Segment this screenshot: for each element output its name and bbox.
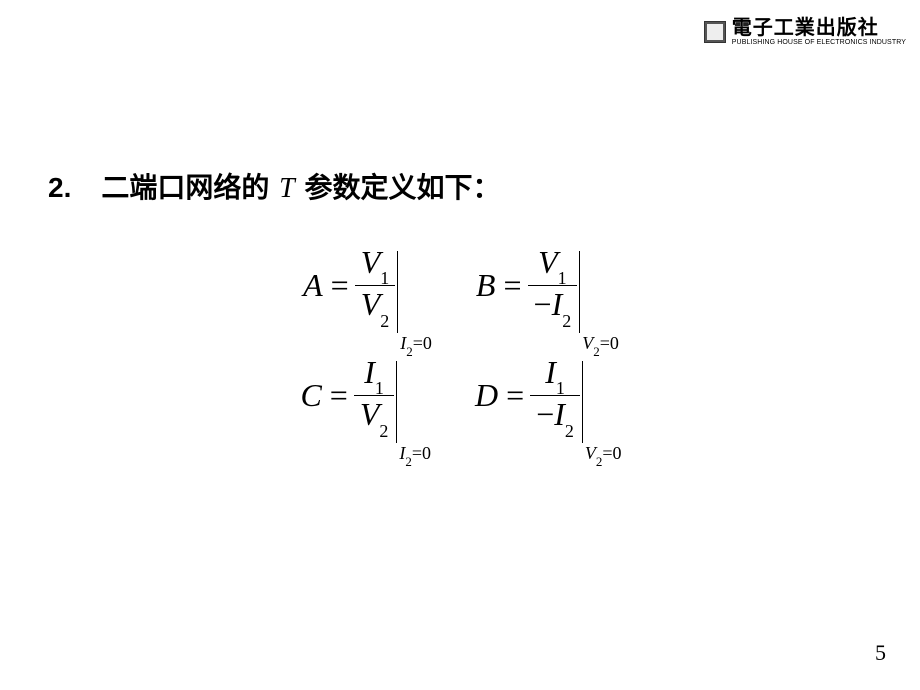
denominator-B: −I2 bbox=[528, 286, 578, 327]
eval-bar-icon bbox=[582, 361, 583, 443]
lhs-D: D bbox=[475, 377, 500, 414]
lhs-B: B bbox=[476, 267, 498, 304]
heading-number: 2. bbox=[48, 172, 71, 203]
equals-sign: = bbox=[324, 377, 354, 414]
publisher-name-cn: 電子工業出版社 bbox=[732, 18, 906, 39]
equation-row-1: A = V1 V2 I2=0 B = V1 −I2 V2=0 bbox=[303, 244, 617, 328]
eval-bar-icon bbox=[397, 251, 398, 333]
fraction-D: I1 −I2 bbox=[530, 354, 580, 438]
numerator-C: I1 bbox=[358, 354, 390, 395]
equation-block: A = V1 V2 I2=0 B = V1 −I2 V2=0 C bbox=[0, 244, 920, 438]
condition-B: V2=0 bbox=[582, 333, 619, 358]
publisher-text: 電子工業出版社 PUBLISHING HOUSE OF ELECTRONICS … bbox=[732, 18, 906, 46]
denominator-A: V2 bbox=[355, 286, 396, 327]
equals-sign: = bbox=[497, 267, 527, 304]
publisher-logo-icon bbox=[704, 21, 726, 43]
equation-A: A = V1 V2 I2=0 bbox=[303, 244, 430, 328]
fraction-C: I1 V2 bbox=[354, 354, 395, 438]
equation-D: D = I1 −I2 V2=0 bbox=[475, 354, 620, 438]
equals-sign: = bbox=[500, 377, 530, 414]
equation-C: C = I1 V2 I2=0 bbox=[300, 354, 429, 438]
heading-symbol-T: T bbox=[277, 173, 297, 204]
lhs-C: C bbox=[300, 377, 323, 414]
numerator-B: V1 bbox=[532, 244, 573, 285]
equation-B: B = V1 −I2 V2=0 bbox=[476, 244, 617, 328]
equation-row-2: C = I1 V2 I2=0 D = I1 −I2 V2=0 bbox=[300, 354, 619, 438]
eval-bar-icon bbox=[579, 251, 580, 333]
page-number: 5 bbox=[875, 640, 886, 666]
heading-text-after: 参数定义如下： bbox=[297, 172, 501, 203]
section-heading: 2. 二端口网络的 T 参数定义如下： bbox=[48, 166, 501, 206]
denominator-C: V2 bbox=[354, 396, 395, 437]
publisher-name-en: PUBLISHING HOUSE OF ELECTRONICS INDUSTRY bbox=[732, 39, 906, 46]
denominator-D: −I2 bbox=[530, 396, 580, 437]
equals-sign: = bbox=[325, 267, 355, 304]
numerator-D: I1 bbox=[539, 354, 571, 395]
lhs-A: A bbox=[303, 267, 325, 304]
condition-D: V2=0 bbox=[585, 443, 622, 468]
eval-bar-icon bbox=[396, 361, 397, 443]
condition-A: I2=0 bbox=[400, 333, 432, 358]
fraction-A: V1 V2 bbox=[355, 244, 396, 328]
numerator-A: V1 bbox=[355, 244, 396, 285]
publisher-block: 電子工業出版社 PUBLISHING HOUSE OF ELECTRONICS … bbox=[704, 18, 906, 46]
condition-C: I2=0 bbox=[399, 443, 431, 468]
heading-text-before: 二端口网络的 bbox=[101, 172, 277, 203]
fraction-B: V1 −I2 bbox=[528, 244, 578, 328]
